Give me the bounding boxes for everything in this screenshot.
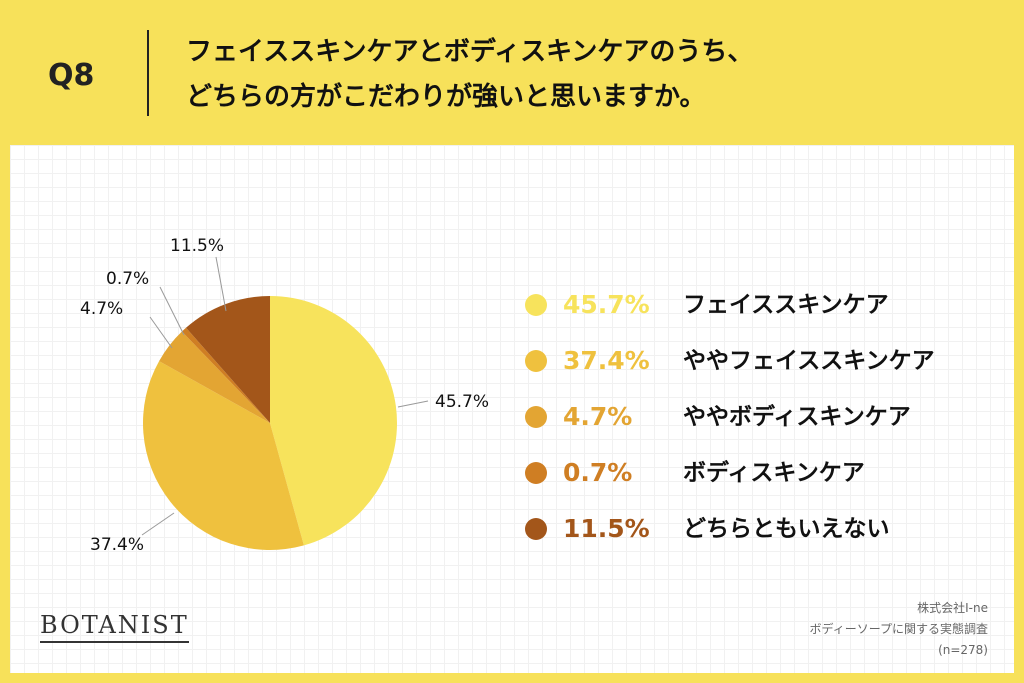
pie-slice bbox=[181, 327, 270, 423]
source-note: 株式会社I-ne ボディーソープに関する実態調査 (n=278) bbox=[810, 598, 988, 661]
slice-data-label: 11.5% bbox=[170, 236, 224, 256]
legend-percent: 0.7% bbox=[563, 458, 633, 487]
source-sample: (n=278) bbox=[938, 643, 988, 657]
legend-dot bbox=[525, 462, 547, 484]
legend-dot bbox=[525, 518, 547, 540]
slice-data-label: 45.7% bbox=[435, 392, 489, 412]
question-text: フェイススキンケアとボディスキンケアのうち、 どちらの方がこだわりが強いと思いま… bbox=[186, 30, 986, 120]
legend-percent: 11.5% bbox=[563, 514, 650, 543]
question-line-2: どちらの方がこだわりが強いと思いますか。 bbox=[186, 82, 706, 112]
legend-label: ボディスキンケア bbox=[683, 460, 865, 486]
slice-data-label: 0.7% bbox=[106, 269, 149, 289]
legend-label: フェイススキンケア bbox=[683, 292, 889, 318]
legend-percent: 37.4% bbox=[563, 346, 650, 375]
legend-item: 0.7% ボディスキンケア bbox=[525, 458, 985, 488]
legend-item: 45.7% フェイススキンケア bbox=[525, 290, 985, 320]
legend-label: ややフェイススキンケア bbox=[683, 348, 935, 374]
source-survey: ボディーソープに関する実態調査 bbox=[809, 622, 988, 636]
pie-slice bbox=[159, 331, 270, 423]
leader-line bbox=[141, 512, 175, 536]
legend-dot bbox=[525, 406, 547, 428]
pie-chart: 45.7% 37.4% 4.7% 0.7% 11.5% bbox=[80, 236, 489, 555]
legend-label: ややボディスキンケア bbox=[683, 404, 911, 430]
divider bbox=[147, 30, 149, 116]
legend-percent: 4.7% bbox=[563, 402, 633, 431]
legend-percent: 45.7% bbox=[563, 290, 650, 319]
legend-item: 11.5% どちらともいえない bbox=[525, 514, 985, 544]
chart-panel: 45.7% 37.4% 4.7% 0.7% 11.5% 45.7% フェイススキンケア … bbox=[10, 145, 1014, 673]
leader-line bbox=[149, 316, 173, 349]
legend-dot bbox=[525, 294, 547, 316]
slice-data-label: 4.7% bbox=[80, 299, 123, 319]
question-line-1: フェイススキンケアとボディスキンケアのうち、 bbox=[186, 37, 754, 67]
pie-slice bbox=[186, 296, 270, 423]
legend-label: どちらともいえない bbox=[683, 516, 890, 542]
brand-logo: BOTANIST bbox=[40, 611, 189, 643]
source-company: 株式会社I-ne bbox=[917, 601, 988, 615]
pie-slice bbox=[270, 296, 397, 546]
legend-dot bbox=[525, 350, 547, 372]
leader-line bbox=[215, 256, 227, 312]
legend-item: 4.7% ややボディスキンケア bbox=[525, 402, 985, 432]
slice-data-label: 37.4% bbox=[90, 535, 144, 555]
pie-slice bbox=[143, 361, 304, 550]
legend-item: 37.4% ややフェイススキンケア bbox=[525, 346, 985, 376]
leader-line bbox=[159, 286, 185, 336]
header: Q8 フェイススキンケアとボディスキンケアのうち、 どちらの方がこだわりが強いと… bbox=[0, 0, 1024, 145]
question-number: Q8 bbox=[48, 58, 95, 93]
leader-line bbox=[397, 400, 429, 408]
